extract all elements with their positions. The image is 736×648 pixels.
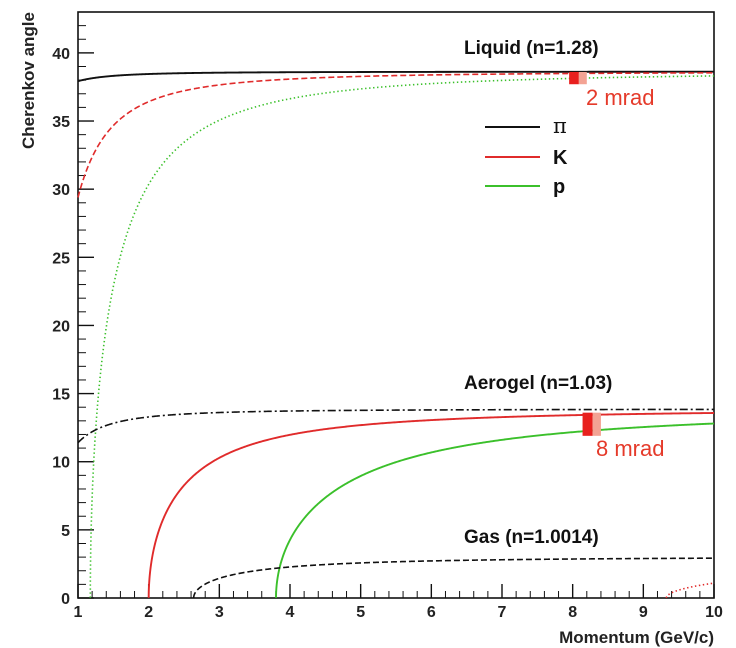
x-tick-label: 8 <box>568 604 577 621</box>
plot-area-border <box>77 11 715 599</box>
aerogel-kaon-curve <box>147 412 715 598</box>
liquid-proton-curve <box>89 75 715 598</box>
gas-pion-curve <box>192 557 715 599</box>
liquid-pion-curve <box>77 70 714 83</box>
x-tick-label: 4 <box>286 604 295 621</box>
liquid-kaon-curve <box>77 72 714 198</box>
aerogel-label: Aerogel (n=1.03) <box>464 373 612 394</box>
resolution-marker-shade-liquid <box>578 71 587 85</box>
resolution-marker-shade-aerogel <box>592 412 601 436</box>
gas-kaon-curve <box>665 582 715 598</box>
x-tick-label: 3 <box>215 604 224 621</box>
data-curves <box>77 70 715 599</box>
y-tick-label: 25 <box>52 250 70 267</box>
legend: π K p <box>485 114 568 198</box>
liquid-label: Liquid (n=1.28) <box>464 38 599 59</box>
legend-label-pion: π <box>553 114 567 138</box>
x-tick-label: 1 <box>74 604 83 621</box>
y-tick-label: 30 <box>52 182 70 199</box>
x-tick-label: 5 <box>356 604 365 621</box>
y-tick-label: 35 <box>52 114 70 131</box>
legend-label-proton: p <box>553 176 565 198</box>
x-axis-title: Momentum (GeV/c) <box>559 628 714 647</box>
x-tick-label: 6 <box>427 604 436 621</box>
y-tick-label: 0 <box>61 591 70 608</box>
y-tick-label: 40 <box>52 46 70 63</box>
aerogel-proton-curve <box>275 422 715 598</box>
gas-label: Gas (n=1.0014) <box>464 527 599 548</box>
axis-tick-labels: 1 2 3 4 5 6 7 8 9 10 0 5 10 15 20 25 30 35 40 <box>52 46 723 621</box>
resolution-markers <box>569 71 601 436</box>
resolution-marker-liquid <box>569 71 579 85</box>
aerogel-pion-curve <box>77 408 714 444</box>
y-tick-label: 10 <box>52 455 70 472</box>
y-axis-title: Cherenkov angle <box>19 12 38 149</box>
x-tick-label: 10 <box>705 604 723 621</box>
liquid-resolution-label: 2 mrad <box>586 85 654 110</box>
aerogel-resolution-label: 8 mrad <box>596 436 664 461</box>
y-tick-label: 20 <box>52 318 70 335</box>
legend-label-kaon: K <box>553 147 568 169</box>
y-tick-label: 15 <box>52 387 70 404</box>
resolution-marker-aerogel <box>582 412 593 436</box>
x-tick-label: 9 <box>639 604 648 621</box>
plot-frame <box>77 11 715 599</box>
x-tick-label: 2 <box>144 604 153 621</box>
y-tick-label: 5 <box>61 523 70 540</box>
x-tick-label: 7 <box>498 604 507 621</box>
